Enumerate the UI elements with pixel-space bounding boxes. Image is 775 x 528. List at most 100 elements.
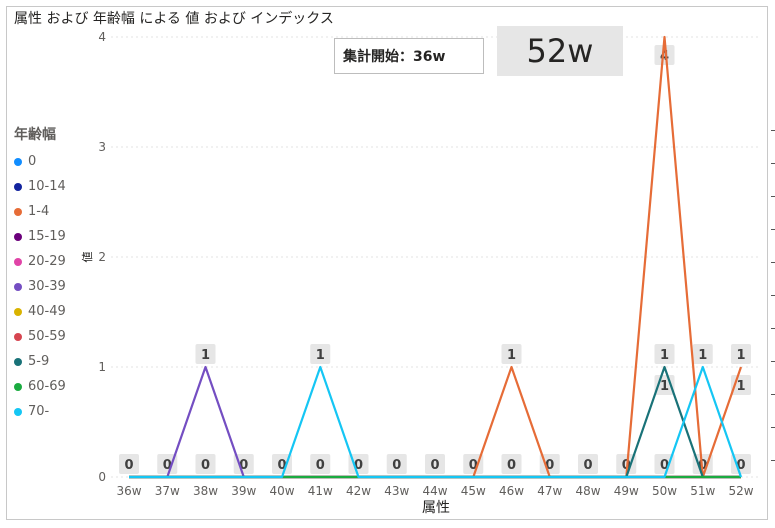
data-label: 1: [736, 379, 745, 394]
legend-label: 10-14: [28, 179, 66, 194]
data-label-box: [539, 454, 560, 474]
data-label: 1: [316, 348, 325, 363]
side-tick: [771, 130, 775, 131]
data-label-box: [272, 454, 292, 474]
x-tick-label: 41w: [308, 484, 333, 498]
y-tick-label: 2: [98, 250, 106, 264]
y-tick-label: 4: [98, 30, 106, 44]
data-label-box: [310, 454, 331, 474]
legend-item[interactable]: 1-4: [14, 199, 66, 224]
legend-label: 70-: [28, 404, 50, 419]
data-label-box: [578, 454, 598, 474]
x-tick-label: 47w: [537, 484, 562, 498]
side-tick: [771, 295, 775, 296]
legend: 0 10-14 1-4 15-19 20-29 30-39 40-49 50-59 5-9 60-…: [14, 149, 66, 424]
legend-marker: [14, 157, 22, 166]
side-tick: [771, 163, 775, 164]
data-label-box: [616, 454, 637, 474]
x-tick-label: 36w: [116, 484, 141, 498]
side-tick: [771, 229, 775, 230]
data-label-box: [731, 454, 751, 474]
legend-title: 年齢幅: [14, 127, 56, 143]
legend-marker: [14, 332, 22, 341]
legend-item[interactable]: 15-19: [14, 224, 66, 249]
data-label-box: [233, 454, 254, 474]
x-tick-label: 39w: [231, 484, 256, 498]
legend-marker: [14, 232, 22, 241]
legend-item[interactable]: 60-69: [14, 374, 66, 399]
data-label-box: [195, 454, 216, 474]
legend-label: 60-69: [28, 379, 66, 394]
legend-marker: [14, 207, 22, 216]
legend-item[interactable]: 50-59: [14, 324, 66, 349]
legend-label: 15-19: [28, 229, 66, 244]
legend-label: 30-39: [28, 279, 66, 294]
legend-marker: [14, 407, 22, 416]
data-label-box: [654, 45, 675, 65]
side-tick: [771, 361, 775, 362]
data-label-box: [692, 344, 713, 364]
legend-item[interactable]: 20-29: [14, 249, 66, 274]
data-label-box: [157, 454, 178, 474]
legend-label: 40-49: [28, 304, 66, 319]
legend-item[interactable]: 40-49: [14, 299, 66, 324]
x-tick-label: 46w: [499, 484, 524, 498]
data-label: 0: [163, 458, 172, 473]
data-label: 0: [660, 458, 669, 473]
x-tick-label: 52w: [728, 484, 753, 498]
data-label-box: [463, 454, 484, 474]
data-label-box: [654, 344, 675, 364]
start-week-card: 集計開始：36w: [334, 38, 484, 74]
x-axis-title: 属性: [422, 500, 450, 516]
data-label: 0: [124, 458, 133, 473]
data-label: 1: [698, 348, 707, 363]
legend-label: 50-59: [28, 329, 66, 344]
data-label: 0: [430, 458, 439, 473]
legend-item[interactable]: 10-14: [14, 174, 66, 199]
legend-item[interactable]: 0: [14, 149, 66, 174]
legend-label: 0: [28, 154, 37, 169]
data-label: 1: [736, 348, 745, 363]
data-label-box: [386, 454, 407, 474]
data-label: 0: [469, 458, 478, 473]
chart-title: 属性 および 年齢幅 による 値 および インデックス: [14, 11, 334, 27]
data-label-box: [501, 344, 522, 364]
data-label: 1: [201, 348, 210, 363]
data-label: 4: [660, 49, 669, 64]
data-label: 0: [316, 458, 325, 473]
legend-item[interactable]: 70-: [14, 399, 66, 424]
data-label: 0: [583, 458, 592, 473]
data-label-box: [195, 344, 216, 364]
y-tick-label: 0: [98, 470, 106, 484]
y-tick-label: 3: [98, 140, 106, 154]
x-tick-label: 42w: [346, 484, 371, 498]
x-tick-label: 43w: [384, 484, 409, 498]
data-label: 0: [354, 458, 363, 473]
side-tick: [771, 394, 775, 395]
legend-marker: [14, 282, 22, 291]
side-tick: [771, 427, 775, 428]
data-label: 0: [277, 458, 286, 473]
legend-marker: [14, 257, 22, 266]
legend-marker: [14, 307, 22, 316]
data-label: 1: [660, 379, 669, 394]
y-axis-title: 値: [81, 252, 94, 263]
data-label: 0: [736, 458, 745, 473]
series-line-70-: [129, 365, 743, 479]
data-label: 1: [660, 348, 669, 363]
legend-item[interactable]: 5-9: [14, 349, 66, 374]
data-label: 0: [507, 458, 516, 473]
legend-label: 20-29: [28, 254, 66, 269]
x-tick-label: 48w: [575, 484, 600, 498]
x-tick-label: 50w: [652, 484, 677, 498]
side-tick: [771, 196, 775, 197]
data-label: 0: [239, 458, 248, 473]
legend-marker: [14, 357, 22, 366]
legend-item[interactable]: 30-39: [14, 274, 66, 299]
data-label-box: [310, 344, 331, 364]
data-label-box: [654, 454, 675, 474]
data-label: 1: [507, 348, 516, 363]
x-tick-label: 37w: [155, 484, 180, 498]
data-label-box: [425, 454, 445, 474]
